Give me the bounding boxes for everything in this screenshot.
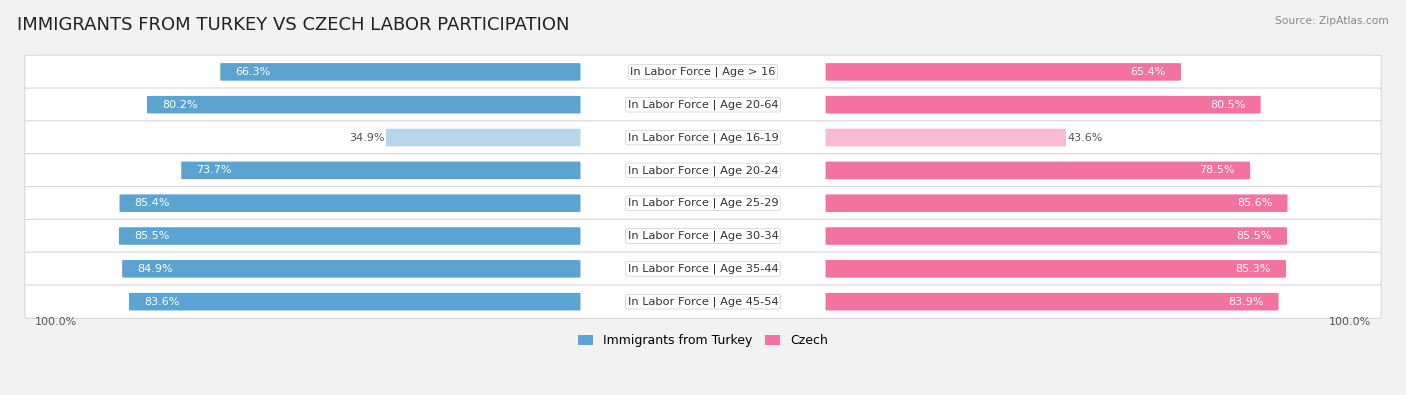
FancyBboxPatch shape bbox=[825, 227, 1286, 245]
Text: In Labor Force | Age 25-29: In Labor Force | Age 25-29 bbox=[627, 198, 779, 209]
FancyBboxPatch shape bbox=[25, 154, 1381, 187]
FancyBboxPatch shape bbox=[129, 293, 581, 310]
Text: 85.5%: 85.5% bbox=[1236, 231, 1272, 241]
Text: In Labor Force | Age 20-64: In Labor Force | Age 20-64 bbox=[627, 100, 779, 110]
FancyBboxPatch shape bbox=[148, 96, 581, 113]
FancyBboxPatch shape bbox=[825, 129, 1066, 146]
Text: 80.2%: 80.2% bbox=[162, 100, 197, 110]
Text: In Labor Force | Age 45-54: In Labor Force | Age 45-54 bbox=[627, 296, 779, 307]
Text: Source: ZipAtlas.com: Source: ZipAtlas.com bbox=[1275, 16, 1389, 26]
Text: 78.5%: 78.5% bbox=[1199, 166, 1234, 175]
Text: In Labor Force | Age 16-19: In Labor Force | Age 16-19 bbox=[627, 132, 779, 143]
FancyBboxPatch shape bbox=[385, 129, 581, 146]
Text: 34.9%: 34.9% bbox=[349, 133, 385, 143]
Text: 83.9%: 83.9% bbox=[1227, 297, 1264, 307]
Text: 85.4%: 85.4% bbox=[135, 198, 170, 208]
Text: In Labor Force | Age > 16: In Labor Force | Age > 16 bbox=[630, 67, 776, 77]
Text: IMMIGRANTS FROM TURKEY VS CZECH LABOR PARTICIPATION: IMMIGRANTS FROM TURKEY VS CZECH LABOR PA… bbox=[17, 16, 569, 34]
FancyBboxPatch shape bbox=[181, 162, 581, 179]
FancyBboxPatch shape bbox=[25, 88, 1381, 121]
FancyBboxPatch shape bbox=[120, 227, 581, 245]
Text: 80.5%: 80.5% bbox=[1211, 100, 1246, 110]
Text: 100.0%: 100.0% bbox=[1329, 317, 1371, 327]
FancyBboxPatch shape bbox=[825, 63, 1181, 81]
Text: 73.7%: 73.7% bbox=[197, 166, 232, 175]
FancyBboxPatch shape bbox=[825, 96, 1261, 113]
Text: 85.3%: 85.3% bbox=[1236, 264, 1271, 274]
Text: 100.0%: 100.0% bbox=[35, 317, 77, 327]
FancyBboxPatch shape bbox=[825, 194, 1288, 212]
FancyBboxPatch shape bbox=[825, 260, 1286, 278]
FancyBboxPatch shape bbox=[120, 194, 581, 212]
FancyBboxPatch shape bbox=[25, 55, 1381, 88]
Legend: Immigrants from Turkey, Czech: Immigrants from Turkey, Czech bbox=[574, 329, 832, 352]
Text: 83.6%: 83.6% bbox=[143, 297, 180, 307]
Text: In Labor Force | Age 35-44: In Labor Force | Age 35-44 bbox=[627, 263, 779, 274]
FancyBboxPatch shape bbox=[221, 63, 581, 81]
Text: 43.6%: 43.6% bbox=[1067, 133, 1102, 143]
FancyBboxPatch shape bbox=[825, 293, 1278, 310]
FancyBboxPatch shape bbox=[25, 285, 1381, 318]
Text: 65.4%: 65.4% bbox=[1130, 67, 1166, 77]
FancyBboxPatch shape bbox=[825, 162, 1250, 179]
Text: 66.3%: 66.3% bbox=[235, 67, 270, 77]
FancyBboxPatch shape bbox=[25, 219, 1381, 253]
Text: In Labor Force | Age 20-24: In Labor Force | Age 20-24 bbox=[627, 165, 779, 176]
Text: In Labor Force | Age 30-34: In Labor Force | Age 30-34 bbox=[627, 231, 779, 241]
FancyBboxPatch shape bbox=[25, 252, 1381, 286]
FancyBboxPatch shape bbox=[122, 260, 581, 278]
Text: 84.9%: 84.9% bbox=[138, 264, 173, 274]
FancyBboxPatch shape bbox=[25, 121, 1381, 154]
FancyBboxPatch shape bbox=[25, 186, 1381, 220]
Text: 85.5%: 85.5% bbox=[134, 231, 170, 241]
Text: 85.6%: 85.6% bbox=[1237, 198, 1272, 208]
